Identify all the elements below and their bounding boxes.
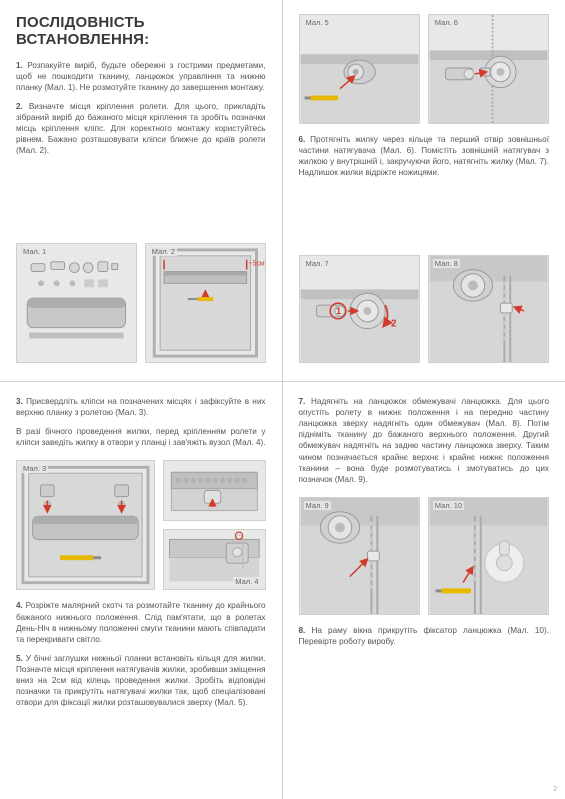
step-8: 8. На раму вікна прикрутіть фіксатор лан… <box>299 625 550 647</box>
figure-8-svg <box>429 256 548 362</box>
step-2-text: Визначте місця кріплення ролети. Для цьо… <box>16 102 266 155</box>
svg-text:1: 1 <box>336 306 341 316</box>
figure-3-detail <box>163 460 266 521</box>
step-8-text: На раму вікна прикрутіть фіксатор ланцюж… <box>299 626 550 646</box>
figure-8: Мал. 8 <box>428 255 549 363</box>
step-1: 1. Розпакуйте виріб, будьте обережні з г… <box>16 60 266 93</box>
figure-1-svg <box>17 244 136 362</box>
step-4-text: Розріжте малярний скотч та розмотайте тк… <box>16 601 266 643</box>
figure-9: Мал. 9 <box>299 497 420 615</box>
quadrant-top-right: Мал. 5 Мал. 6 <box>283 0 565 382</box>
quadrant-top-left: ПОСЛІДОВНІСТЬ ВСТАНОВЛЕННЯ: 1. Розпакуйт… <box>0 0 283 382</box>
step-3b: В разі бічного проведення жилки, перед к… <box>16 426 266 448</box>
step-7: 7. Надягніть на ланцюжок обмежувачі ланц… <box>299 396 550 485</box>
figure-6-svg <box>429 15 548 123</box>
figure-1-label: Мал. 1 <box>21 247 48 256</box>
figure-1: Мал. 1 <box>16 243 137 363</box>
figure-2-label: Мал. 2 <box>150 247 177 256</box>
figure-8-label: Мал. 8 <box>433 259 460 268</box>
figure-3: Мал. 3 <box>16 460 155 590</box>
step-5-text: У бічні заглушки нижньої планки встанові… <box>16 654 266 707</box>
figure-2: Мал. 2 ~5см <box>145 243 266 363</box>
page-number: 2 <box>553 786 557 793</box>
figure-6-label: Мал. 6 <box>433 18 460 27</box>
step-4: 4. Розріжте малярний скотч та розмотайте… <box>16 600 266 644</box>
figure-10-label: Мал. 10 <box>433 501 464 510</box>
quadrant-bottom-left: 3. Присвердліть кліпси на позначених міс… <box>0 382 283 799</box>
figure-9-svg <box>300 498 419 614</box>
figure-4: Мал. 4 <box>163 529 266 590</box>
step-6: 6. Протягніть жилку через кільце та перш… <box>299 134 550 178</box>
figure-10: Мал. 10 <box>428 497 549 615</box>
figure-2-svg: ~5см <box>146 244 265 362</box>
step-2: 2. Визначте місця кріплення ролети. Для … <box>16 101 266 156</box>
figure-5-label: Мал. 5 <box>304 18 331 27</box>
figure-3-label: Мал. 3 <box>21 464 48 473</box>
step-6-text: Протягніть жилку через кільце та перший … <box>299 135 550 177</box>
figure-7-svg: 1 2 <box>300 256 419 362</box>
step-1-text: Розпакуйте виріб, будьте обережні з гост… <box>16 61 266 92</box>
figure-6: Мал. 6 <box>428 14 549 124</box>
svg-text:2: 2 <box>391 319 397 330</box>
page-title: ПОСЛІДОВНІСТЬ ВСТАНОВЛЕННЯ: <box>16 14 266 48</box>
figure-5-svg <box>300 15 419 123</box>
figure-3-detail-svg <box>164 461 265 520</box>
step-5: 5. У бічні заглушки нижньої планки встан… <box>16 653 266 708</box>
step-3a-text: Присвердліть кліпси на позначених місцях… <box>16 397 266 417</box>
figure-7-label: Мал. 7 <box>304 259 331 268</box>
figure-9-label: Мал. 9 <box>304 501 331 510</box>
figure-3-svg <box>17 461 154 589</box>
svg-text:~5см: ~5см <box>248 261 264 268</box>
figure-7: Мал. 7 1 <box>299 255 420 363</box>
figure-4-label: Мал. 4 <box>233 577 260 586</box>
step-3a: 3. Присвердліть кліпси на позначених міс… <box>16 396 266 418</box>
figure-10-svg <box>429 498 548 614</box>
step-7-text: Надягніть на ланцюжок обмежувачі ланцюжк… <box>299 397 550 483</box>
figure-5: Мал. 5 <box>299 14 420 124</box>
quadrant-bottom-right: 7. Надягніть на ланцюжок обмежувачі ланц… <box>283 382 565 799</box>
